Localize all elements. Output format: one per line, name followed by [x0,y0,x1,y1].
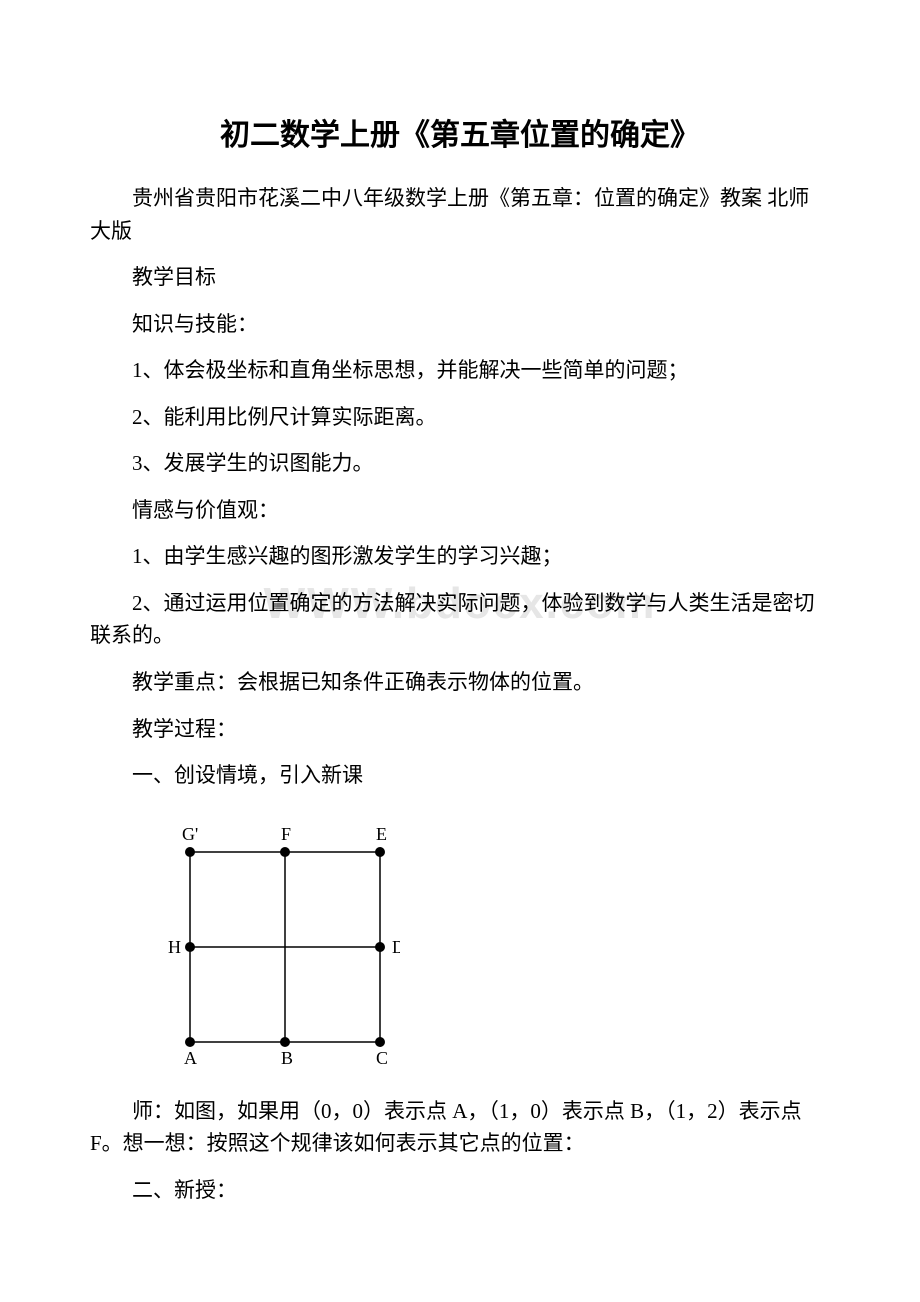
para-goal-h: 教学目标 [90,261,830,294]
page-title: 初二数学上册《第五章位置的确定》 [90,110,830,154]
para-value-2: 2、通过运用位置确定的方法解决实际问题，体验到数学与人类生活是密切联系的。 [90,587,830,652]
para-section2: 二、新授： [90,1174,830,1207]
para-skill-2: 2、能利用比例尺计算实际距离。 [90,401,830,434]
svg-text:D: D [392,937,400,957]
para-skill-h: 知识与技能： [90,308,830,341]
document-content: 初二数学上册《第五章位置的确定》 贵州省贵阳市花溪二中八年级数学上册《第五章：位… [90,110,830,1206]
para-teacher: 师：如图，如果用（0，0）表示点 A，（1，0）表示点 B，（1，2）表示点 F… [90,1095,830,1160]
svg-text:C: C [376,1048,388,1068]
para-process: 教学过程： [90,713,830,746]
svg-text:E: E [376,824,387,844]
para-value-h: 情感与价值观： [90,494,830,527]
svg-text:H: H [168,937,181,957]
svg-text:A: A [184,1048,197,1068]
para-source: 贵州省贵阳市花溪二中八年级数学上册《第五章：位置的确定》教案 北师大版 [90,182,830,247]
svg-text:F: F [281,824,291,844]
grid-diagram: A B C D E F G' H [160,822,830,1077]
para-section1: 一、创设情境，引入新课 [90,759,830,792]
grid-diagram-svg: A B C D E F G' H [160,822,400,1072]
para-skill-1: 1、体会极坐标和直角坐标思想，并能解决一些简单的问题； [90,354,830,387]
para-value-1: 1、由学生感兴趣的图形激发学生的学习兴趣； [90,540,830,573]
para-skill-3: 3、发展学生的识图能力。 [90,447,830,480]
para-key: 教学重点：会根据已知条件正确表示物体的位置。 [90,666,830,699]
svg-text:B: B [281,1048,293,1068]
svg-text:G': G' [182,824,198,844]
